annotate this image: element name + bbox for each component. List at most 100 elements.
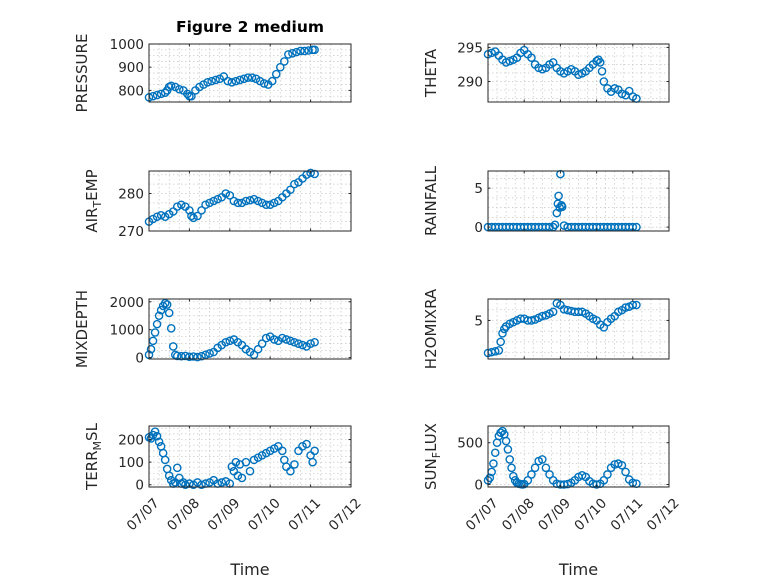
- data-point: [538, 455, 547, 464]
- data-point: [207, 76, 216, 86]
- data-point: [296, 46, 305, 56]
- data-point: [154, 311, 164, 321]
- data-point: [245, 466, 255, 476]
- y-tick-label: 1000: [110, 37, 144, 53]
- data-point: [554, 191, 563, 201]
- data-point: [282, 335, 291, 344]
- x-tick-label: 07/11: [608, 495, 647, 534]
- data-point: [177, 351, 186, 361]
- data-point: [261, 200, 271, 210]
- data-point: [278, 333, 287, 343]
- y-tick-label: 2000: [110, 295, 144, 311]
- data-point: [503, 445, 513, 454]
- subplot-pressure: 800 900 1000 PRESSURE Figure 2 medium: [73, 18, 352, 112]
- data-point: [152, 431, 162, 441]
- data-point: [265, 200, 275, 210]
- data-point: [294, 339, 303, 348]
- data-point: [288, 48, 297, 58]
- data-point: [310, 169, 319, 179]
- data-point: [172, 351, 182, 361]
- data-point: [243, 73, 253, 82]
- data-point: [261, 333, 271, 343]
- data-point: [632, 300, 641, 310]
- data-point: [541, 463, 551, 473]
- data-point: [156, 305, 166, 315]
- subplot-theta: 290 295 THETA: [422, 40, 670, 103]
- y-axis-label: RAINFALL: [422, 165, 440, 236]
- data-point: [201, 350, 210, 360]
- data-point: [621, 303, 630, 312]
- y-tick-label: 0: [474, 477, 483, 493]
- axes-background: [488, 299, 669, 359]
- data-point: [164, 471, 174, 481]
- x-tick-label: 07/12: [326, 495, 365, 534]
- data-point: [221, 337, 231, 347]
- data-point: [187, 91, 196, 101]
- y-tick-label: 900: [118, 60, 144, 76]
- data-point: [237, 198, 247, 208]
- data-point: [225, 336, 235, 346]
- data-point: [193, 352, 202, 362]
- y-axis-label: H2OMIXRA: [422, 288, 440, 369]
- data-point: [197, 351, 206, 361]
- axes-background: [488, 171, 669, 231]
- data-point: [150, 328, 160, 337]
- x-tick-label: 07/09: [535, 495, 574, 534]
- data-point: [302, 439, 311, 449]
- data-point: [189, 213, 198, 223]
- data-point: [300, 46, 309, 56]
- data-point: [306, 168, 315, 178]
- x-tick-label: 07/07: [124, 495, 163, 534]
- axes-frame: [148, 425, 352, 488]
- y-tick-label: 295: [457, 40, 483, 56]
- data-point: [505, 455, 515, 464]
- data-point: [227, 77, 237, 87]
- x-axis-label: Time: [558, 560, 598, 579]
- data-point: [271, 69, 281, 79]
- data-point: [304, 46, 313, 55]
- y-tick-label: 280: [118, 187, 144, 203]
- data-point: [181, 351, 190, 361]
- y-tick-label: 500: [457, 436, 483, 452]
- data-point: [156, 210, 166, 220]
- data-point: [166, 323, 176, 333]
- axes-frame: [148, 170, 352, 232]
- data-point: [225, 191, 235, 200]
- data-point: [286, 466, 295, 476]
- axes-frame: [487, 170, 670, 232]
- data-point: [177, 200, 186, 210]
- data-point: [267, 76, 277, 86]
- data-point: [160, 298, 170, 308]
- data-point: [308, 457, 317, 467]
- y-tick-label: 290: [457, 75, 483, 91]
- data-point: [621, 467, 630, 477]
- data-point: [489, 459, 498, 468]
- data-point: [185, 352, 194, 362]
- y-tick-label: 100: [118, 455, 144, 471]
- data-point: [284, 50, 293, 59]
- x-tick-label: 07/08: [499, 495, 538, 534]
- y-axis-label: SUNFLUX: [422, 423, 443, 490]
- y-tick-label: 0: [135, 478, 144, 494]
- y-axis-label: THETA: [422, 48, 440, 98]
- data-point: [185, 206, 194, 215]
- data-point: [290, 337, 299, 347]
- data-point: [205, 198, 214, 208]
- chart-title: Figure 2 medium: [176, 18, 324, 36]
- data-point: [259, 79, 269, 88]
- data-point: [278, 446, 287, 456]
- subplot-air-temp: 270 280 AIRTEMP: [83, 168, 352, 240]
- data-point: [162, 300, 172, 309]
- y-tick-label: 0: [474, 220, 483, 236]
- data-point: [172, 202, 182, 211]
- data-point: [209, 196, 218, 206]
- y-tick-label: 5: [474, 181, 483, 197]
- data-point: [496, 337, 505, 347]
- data-point: [245, 195, 255, 205]
- data-point: [249, 194, 259, 204]
- data-point: [527, 316, 536, 325]
- data-point: [168, 342, 178, 351]
- data-point: [595, 58, 605, 67]
